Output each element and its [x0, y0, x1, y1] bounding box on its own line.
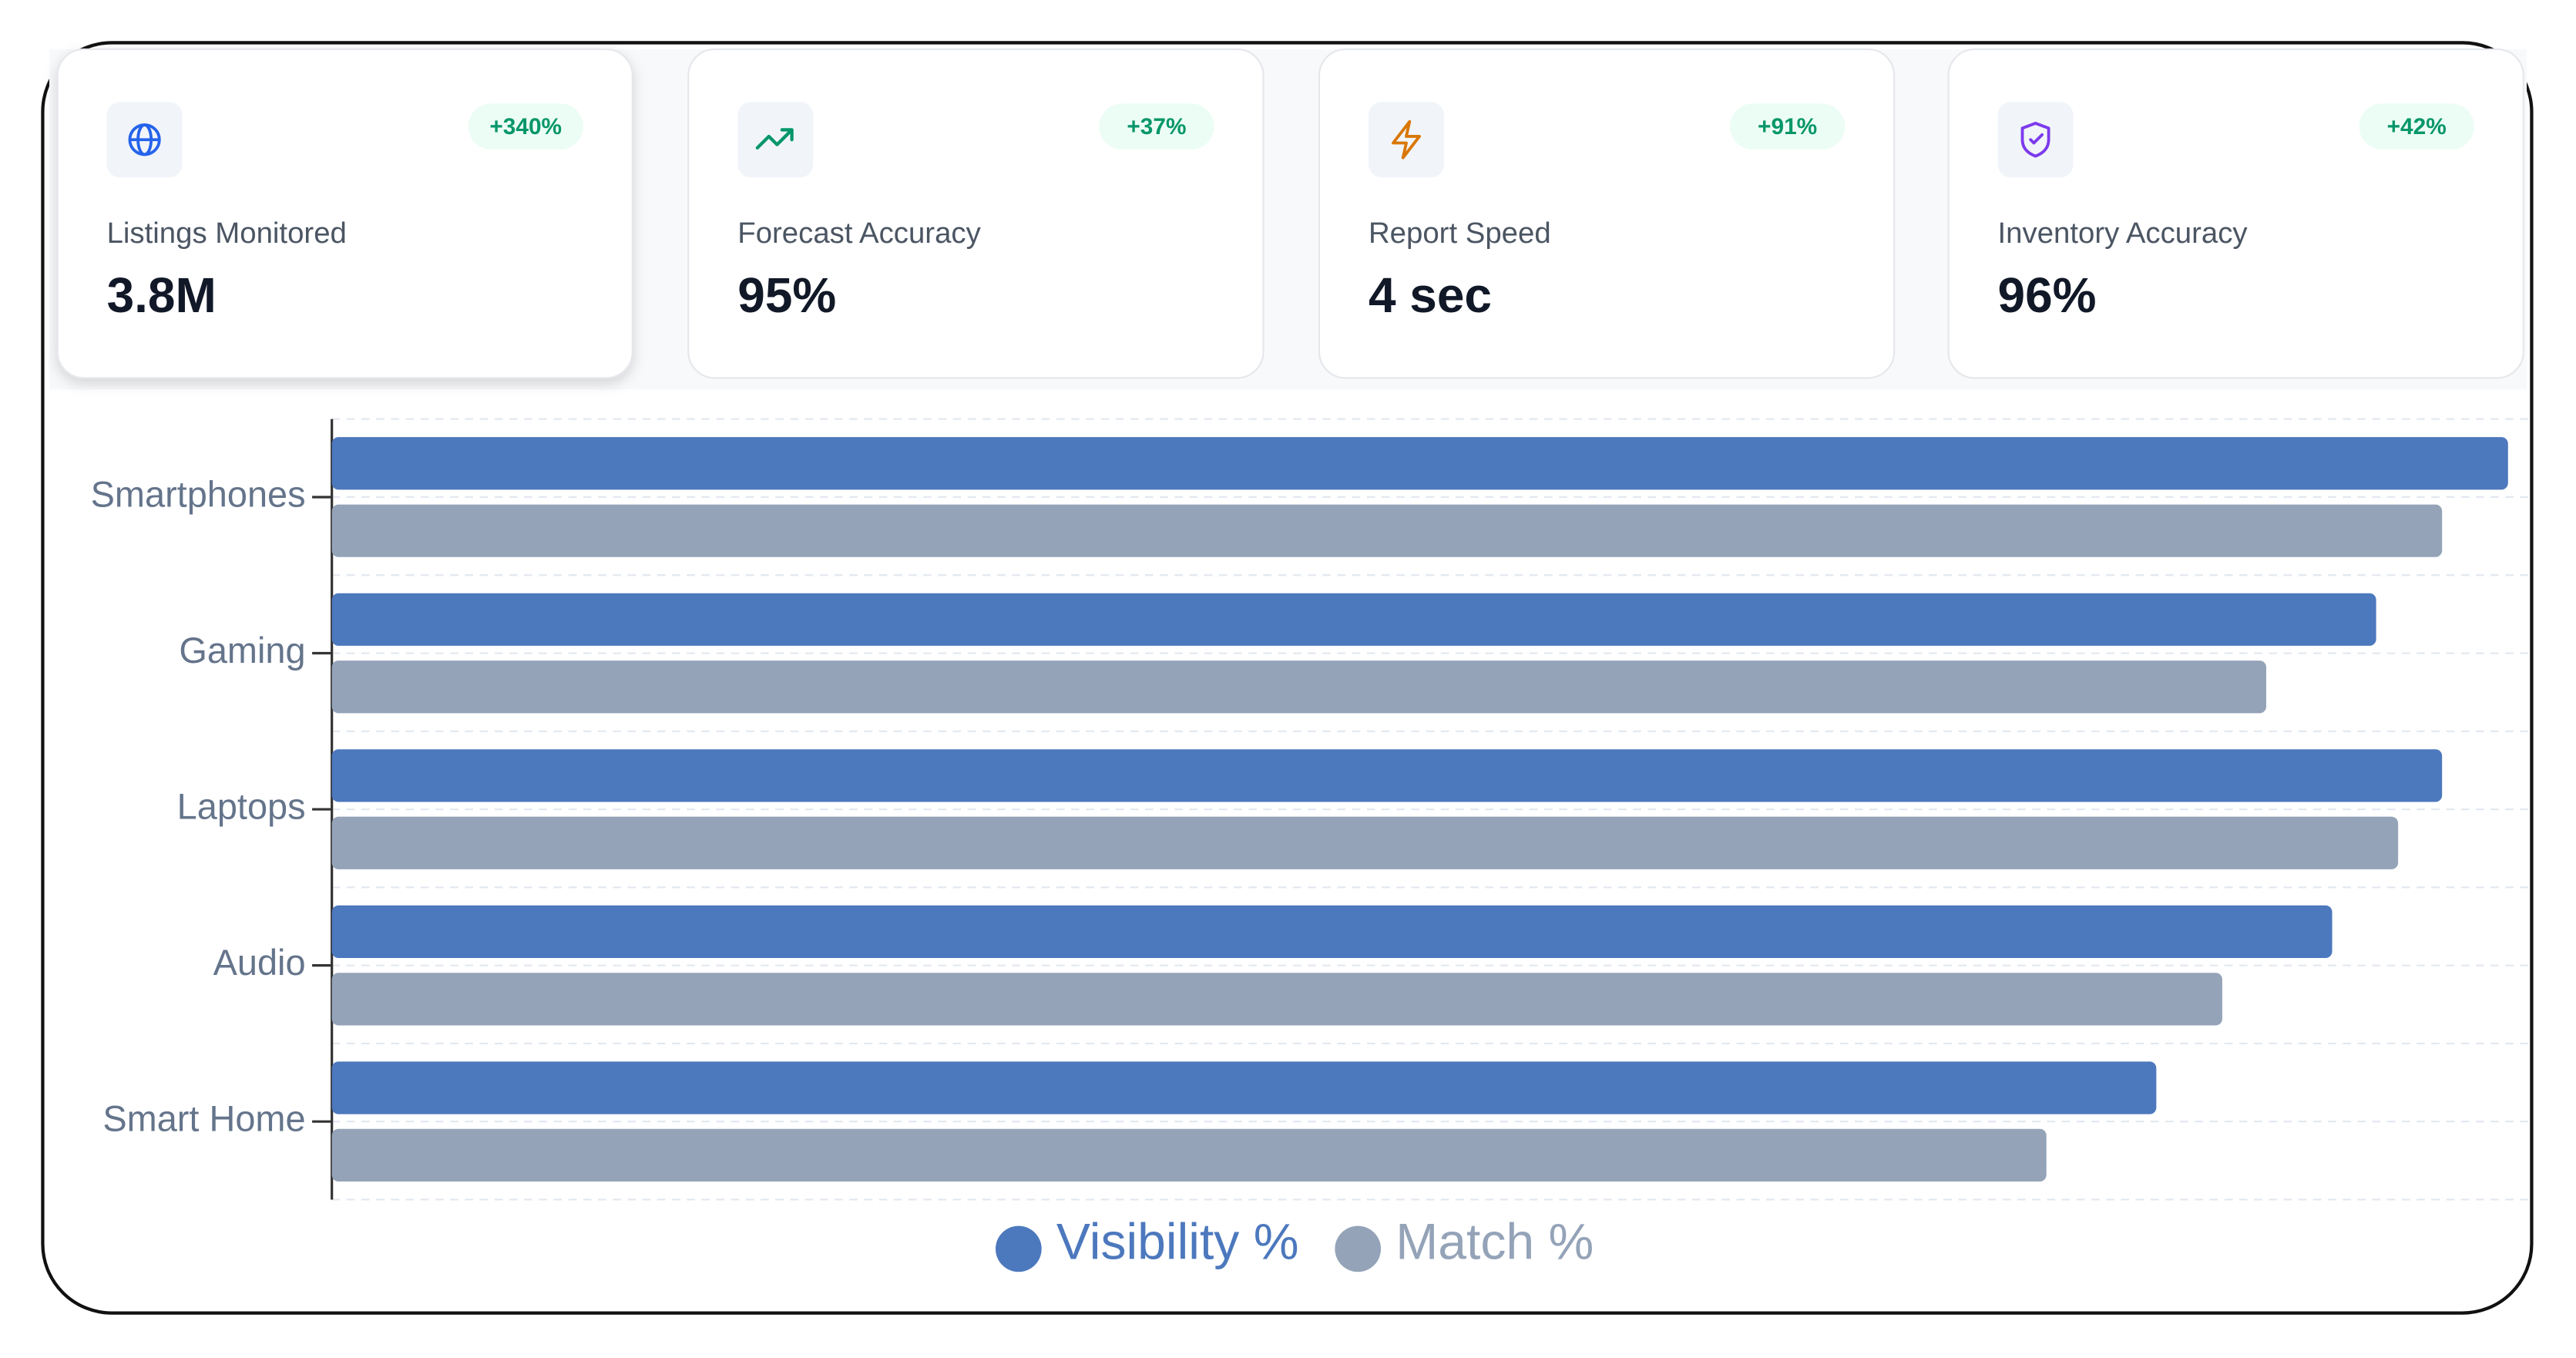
legend-label: Visibility % — [1056, 1214, 1299, 1271]
card-bg — [1947, 48, 2524, 379]
bar — [331, 661, 2266, 714]
bar — [331, 973, 2222, 1026]
bar — [331, 593, 2376, 646]
kpi-change: +42% — [2387, 114, 2447, 139]
kpi-value: 3.8M — [107, 267, 217, 323]
y-tick-label: Gaming — [179, 630, 305, 671]
icon-bolt — [1392, 119, 1421, 160]
card-bg — [1318, 48, 1896, 379]
icon-box — [737, 102, 814, 178]
legend-marker — [1335, 1225, 1382, 1272]
legend-marker — [996, 1225, 1042, 1272]
bar — [331, 1061, 2157, 1114]
kpi-card: +37% Forecast Accuracy 95% — [687, 48, 1264, 379]
y-tick-label: Smart Home — [102, 1099, 305, 1139]
legend-label: Match % — [1395, 1214, 1594, 1271]
kpi-label: Forecast Accuracy — [737, 217, 981, 250]
bar — [331, 816, 2399, 869]
icon-shield — [2020, 121, 2050, 158]
badge-bg — [468, 103, 583, 150]
icon-box — [1368, 102, 1445, 178]
kpi-change: +340% — [489, 114, 562, 139]
kpi-card: +91% Report Speed 4 sec — [1318, 48, 1896, 379]
icon-trend — [755, 128, 794, 150]
kpi-label: Listings Monitored — [107, 217, 347, 250]
kpi-cards: +340% Listings Monitored 3.8M +37% Forecast … — [56, 48, 2524, 379]
y-tick-label: Laptops — [177, 786, 306, 826]
badge-bg — [1730, 103, 1846, 150]
bar — [331, 905, 2333, 959]
card-bg — [56, 48, 633, 379]
bar-chart: Smartphones Gaming Laptops Audio Smart Home V… — [91, 418, 2531, 1272]
kpi-label: Report Speed — [1369, 217, 1551, 250]
y-tick-label: Smartphones — [91, 474, 306, 514]
kpi-value: 95% — [737, 267, 836, 323]
bar — [331, 437, 2508, 490]
bar — [331, 504, 2443, 557]
y-tick-label: Audio — [213, 943, 306, 983]
bar — [331, 749, 2443, 802]
kpi-card: +340% Listings Monitored 3.8M — [56, 48, 633, 379]
kpi-change: +91% — [1758, 114, 1817, 139]
kpi-value: 96% — [1998, 267, 2097, 323]
kpi-change: +37% — [1127, 114, 1186, 139]
badge-bg — [1099, 103, 1214, 150]
kpi-label: Inventory Accuracy — [1998, 217, 2249, 250]
bar — [331, 1128, 2047, 1182]
card-bg — [687, 48, 1264, 379]
kpi-card: +42% Inventory Accuracy 96% — [1947, 48, 2524, 379]
kpi-value: 4 sec — [1369, 267, 1492, 323]
badge-bg — [2359, 103, 2474, 150]
